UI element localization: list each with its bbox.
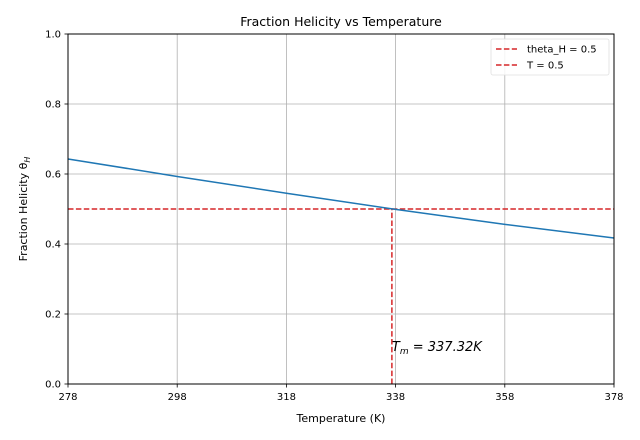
legend-label: T = 0.5 bbox=[526, 61, 564, 72]
melting-temperature-annotation: Tm = 337.32K bbox=[392, 340, 483, 357]
y-axis-ticks: 0.0 0.2 0.4 0.6 0.8 1.0 bbox=[45, 30, 68, 391]
reference-lines bbox=[68, 208, 614, 384]
x-axis-ticks: 278 298 318 338 358 378 bbox=[58, 384, 624, 403]
series-line bbox=[67, 158, 615, 239]
annotation-sub: m bbox=[400, 347, 409, 357]
y-tick-label: 0.2 bbox=[45, 310, 61, 321]
legend-box bbox=[490, 38, 610, 76]
chart-title: Fraction Helicity vs Temperature bbox=[240, 14, 442, 29]
x-tick-label: 358 bbox=[495, 392, 514, 403]
y-axis-label: Fraction Helicity θH bbox=[17, 157, 32, 262]
x-tick-label: 298 bbox=[168, 392, 187, 403]
annotation-rest: = 337.32K bbox=[409, 340, 484, 355]
legend-label: theta_H = 0.5 bbox=[527, 45, 597, 56]
y-tick-label: 0.0 bbox=[45, 380, 61, 391]
x-tick-label: 378 bbox=[604, 392, 623, 403]
x-tick-label: 318 bbox=[277, 392, 296, 403]
legend: theta_H = 0.5 T = 0.5 bbox=[490, 38, 610, 76]
y-tick-label: 0.6 bbox=[45, 170, 61, 181]
x-axis-label: Temperature (K) bbox=[296, 412, 386, 425]
y-tick-label: 1.0 bbox=[45, 30, 61, 41]
y-axis-label-sub: H bbox=[23, 157, 32, 163]
x-tick-label: 278 bbox=[58, 392, 77, 403]
annotation-main: T bbox=[392, 340, 401, 355]
y-tick-label: 0.4 bbox=[45, 240, 61, 251]
x-tick-label: 338 bbox=[386, 392, 405, 403]
y-axis-label-main: Fraction Helicity θ bbox=[17, 162, 30, 261]
plot-frame bbox=[67, 33, 615, 385]
y-tick-label: 0.8 bbox=[45, 100, 61, 111]
series-lines bbox=[67, 158, 615, 239]
